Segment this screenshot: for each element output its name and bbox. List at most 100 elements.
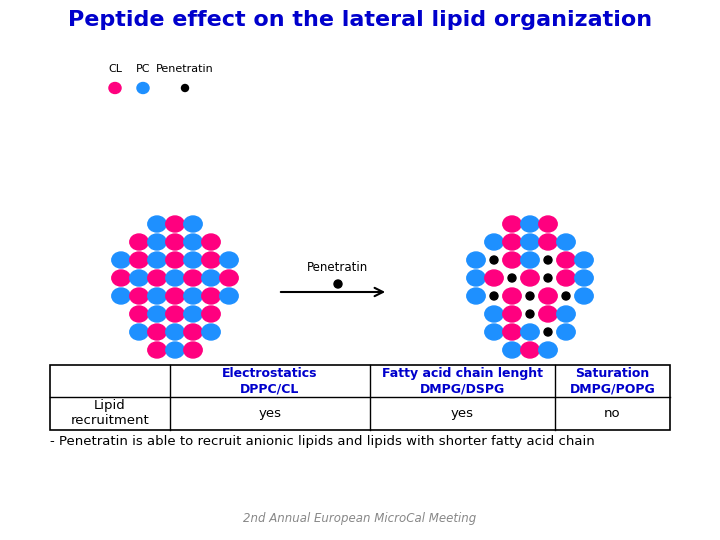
Text: yes: yes — [451, 407, 474, 420]
Ellipse shape — [557, 234, 575, 250]
Ellipse shape — [181, 84, 189, 91]
Ellipse shape — [137, 83, 149, 93]
Ellipse shape — [148, 216, 166, 232]
Ellipse shape — [521, 324, 539, 340]
Ellipse shape — [112, 288, 130, 304]
Bar — [50, 365, 670, 430]
Ellipse shape — [539, 234, 557, 250]
Ellipse shape — [184, 342, 202, 358]
Ellipse shape — [166, 306, 184, 322]
Text: 2nd Annual European MicroCal Meeting: 2nd Annual European MicroCal Meeting — [243, 512, 477, 525]
Ellipse shape — [166, 342, 184, 358]
Ellipse shape — [184, 306, 202, 322]
Ellipse shape — [521, 342, 539, 358]
Ellipse shape — [467, 270, 485, 286]
Ellipse shape — [557, 252, 575, 268]
Ellipse shape — [503, 252, 521, 268]
Text: PC: PC — [136, 64, 150, 74]
Ellipse shape — [544, 256, 552, 264]
Text: Lipid
recruitment: Lipid recruitment — [71, 400, 149, 428]
Ellipse shape — [166, 288, 184, 304]
Ellipse shape — [166, 252, 184, 268]
Ellipse shape — [130, 234, 148, 250]
Ellipse shape — [334, 280, 342, 288]
Text: no: no — [604, 407, 621, 420]
Ellipse shape — [202, 324, 220, 340]
Ellipse shape — [485, 270, 503, 286]
Ellipse shape — [148, 270, 166, 286]
Text: - Penetratin is able to recruit anionic lipids and lipids with shorter fatty aci: - Penetratin is able to recruit anionic … — [50, 435, 595, 449]
Ellipse shape — [485, 306, 503, 322]
Ellipse shape — [485, 324, 503, 340]
Text: Peptide effect on the lateral lipid organization: Peptide effect on the lateral lipid orga… — [68, 10, 652, 30]
Ellipse shape — [467, 288, 485, 304]
Ellipse shape — [202, 288, 220, 304]
Ellipse shape — [148, 288, 166, 304]
Ellipse shape — [166, 234, 184, 250]
Ellipse shape — [202, 234, 220, 250]
Ellipse shape — [539, 216, 557, 232]
Ellipse shape — [575, 288, 593, 304]
Ellipse shape — [508, 274, 516, 282]
Ellipse shape — [575, 252, 593, 268]
Text: CL: CL — [108, 64, 122, 74]
Ellipse shape — [112, 270, 130, 286]
Ellipse shape — [184, 234, 202, 250]
Ellipse shape — [503, 216, 521, 232]
Ellipse shape — [202, 270, 220, 286]
Ellipse shape — [166, 324, 184, 340]
Ellipse shape — [220, 252, 238, 268]
Ellipse shape — [485, 234, 503, 250]
Text: Electrostatics
DPPC/CL: Electrostatics DPPC/CL — [222, 367, 318, 395]
Ellipse shape — [166, 216, 184, 232]
Ellipse shape — [521, 252, 539, 268]
Ellipse shape — [575, 270, 593, 286]
Ellipse shape — [521, 216, 539, 232]
Ellipse shape — [521, 270, 539, 286]
Ellipse shape — [544, 274, 552, 282]
Ellipse shape — [148, 342, 166, 358]
Ellipse shape — [490, 292, 498, 300]
Ellipse shape — [220, 288, 238, 304]
Ellipse shape — [184, 324, 202, 340]
Ellipse shape — [148, 252, 166, 268]
Ellipse shape — [130, 288, 148, 304]
Ellipse shape — [557, 324, 575, 340]
Ellipse shape — [562, 292, 570, 300]
Text: Penetratin: Penetratin — [307, 261, 369, 274]
Text: Penetratin: Penetratin — [156, 64, 214, 74]
Ellipse shape — [539, 288, 557, 304]
Ellipse shape — [503, 306, 521, 322]
Ellipse shape — [130, 324, 148, 340]
Text: Fatty acid chain lenght
DMPG/DSPG: Fatty acid chain lenght DMPG/DSPG — [382, 367, 543, 395]
Text: yes: yes — [258, 407, 282, 420]
Ellipse shape — [184, 216, 202, 232]
Ellipse shape — [166, 270, 184, 286]
Ellipse shape — [526, 292, 534, 300]
Ellipse shape — [112, 252, 130, 268]
Ellipse shape — [539, 342, 557, 358]
Ellipse shape — [184, 252, 202, 268]
Ellipse shape — [557, 306, 575, 322]
Ellipse shape — [526, 310, 534, 318]
Ellipse shape — [148, 234, 166, 250]
Ellipse shape — [109, 83, 121, 93]
Ellipse shape — [503, 324, 521, 340]
Ellipse shape — [467, 252, 485, 268]
Ellipse shape — [184, 288, 202, 304]
Text: Saturation
DMPG/POPG: Saturation DMPG/POPG — [570, 367, 655, 395]
Ellipse shape — [130, 270, 148, 286]
Ellipse shape — [544, 328, 552, 336]
Ellipse shape — [220, 270, 238, 286]
Ellipse shape — [490, 256, 498, 264]
Ellipse shape — [130, 306, 148, 322]
Ellipse shape — [503, 342, 521, 358]
Ellipse shape — [148, 324, 166, 340]
Ellipse shape — [557, 270, 575, 286]
Ellipse shape — [539, 306, 557, 322]
Ellipse shape — [503, 234, 521, 250]
Ellipse shape — [202, 306, 220, 322]
Ellipse shape — [521, 234, 539, 250]
Ellipse shape — [503, 288, 521, 304]
Ellipse shape — [130, 252, 148, 268]
